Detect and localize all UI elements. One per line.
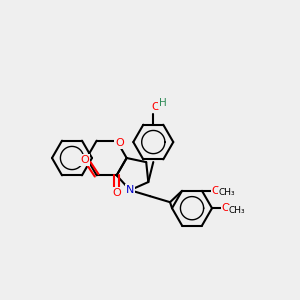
- Text: N: N: [126, 185, 134, 195]
- Text: O: O: [212, 186, 220, 196]
- Text: O: O: [115, 138, 124, 148]
- Text: CH₃: CH₃: [219, 188, 235, 197]
- Text: CH₃: CH₃: [229, 206, 245, 215]
- Text: H: H: [159, 98, 167, 108]
- Text: O: O: [222, 203, 230, 213]
- Text: O: O: [112, 188, 121, 198]
- Text: O: O: [151, 102, 160, 112]
- Text: O: O: [80, 155, 89, 165]
